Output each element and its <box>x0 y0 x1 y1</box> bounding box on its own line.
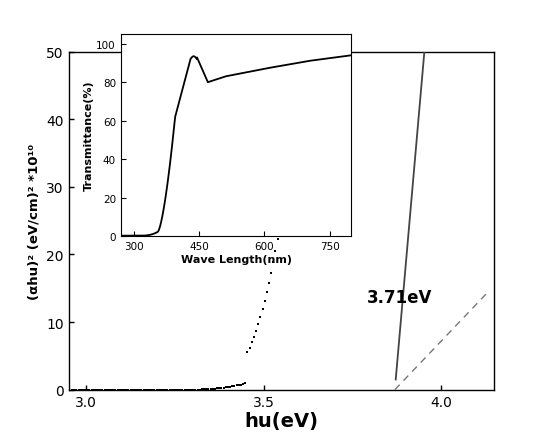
Y-axis label: Transmittance(%): Transmittance(%) <box>83 81 93 191</box>
X-axis label: hu(eV): hu(eV) <box>244 411 318 431</box>
X-axis label: Wave Length(nm): Wave Length(nm) <box>181 254 292 264</box>
Text: 3.71eV: 3.71eV <box>367 288 432 306</box>
Y-axis label: (αhu)² (eV/cm)² *10¹⁰: (αhu)² (eV/cm)² *10¹⁰ <box>27 143 41 299</box>
